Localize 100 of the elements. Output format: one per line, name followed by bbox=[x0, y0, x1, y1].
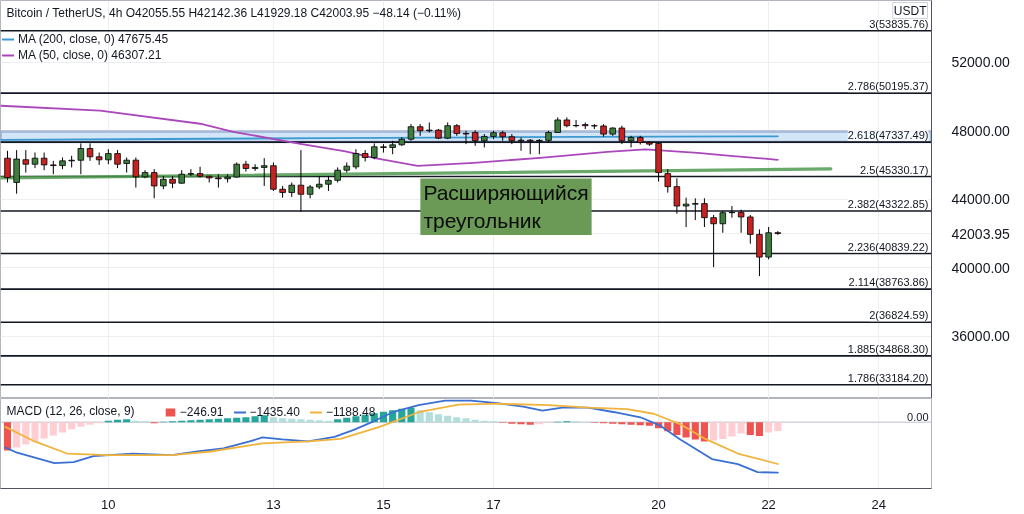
candlestick bbox=[737, 209, 745, 234]
ref-line-label: 2.5(45330.17) bbox=[860, 163, 929, 176]
candlestick bbox=[673, 177, 681, 215]
candlestick bbox=[728, 205, 736, 219]
bar bbox=[737, 422, 745, 434]
legend-label: MA (50, close, 0) 46307.21 bbox=[18, 48, 162, 62]
legend-label: −1435.40 bbox=[249, 405, 300, 419]
annotation: Расширяющийся треугольник bbox=[423, 181, 589, 233]
bar bbox=[315, 420, 323, 423]
ref-line-label: 2.618(47337.49) bbox=[847, 129, 929, 142]
bar bbox=[40, 422, 48, 439]
candlestick bbox=[692, 197, 699, 221]
bar bbox=[58, 422, 67, 433]
ref-line-label: 2(36824.59) bbox=[869, 309, 929, 322]
chart-title: Bitcoin / TetherUS, 4h O42055.55 H42142.36 L41929.18 C42003.95 −48.14 (−0.11%) bbox=[6, 5, 462, 20]
candlestick bbox=[77, 142, 85, 175]
candlestick bbox=[462, 130, 470, 145]
bar bbox=[425, 412, 433, 423]
candlestick bbox=[40, 152, 48, 171]
bar bbox=[279, 418, 287, 423]
x-tick-label: 13 bbox=[266, 496, 281, 512]
candlestick bbox=[352, 148, 360, 170]
ref-line-label: 1.786(33184.20) bbox=[847, 371, 929, 384]
x-tick-label: 17 bbox=[486, 496, 501, 512]
candlestick bbox=[31, 152, 39, 169]
candlestick bbox=[13, 149, 20, 195]
legend-label: MA (200, close, 0) 47675.45 bbox=[18, 32, 169, 46]
ref-line-label: 0.00 bbox=[907, 411, 929, 424]
candlestick bbox=[361, 149, 369, 163]
candlestick bbox=[4, 150, 11, 184]
bar bbox=[77, 422, 85, 427]
bar bbox=[719, 422, 727, 439]
candlestick bbox=[215, 173, 222, 189]
bar bbox=[297, 419, 305, 423]
bar bbox=[68, 422, 76, 430]
ref-line-label: 2.786(50195.37) bbox=[847, 80, 929, 93]
candlestick bbox=[701, 197, 708, 228]
bar bbox=[205, 419, 213, 423]
x-tick-label: 24 bbox=[871, 496, 886, 512]
ref-line-label: 2.114(38763.86) bbox=[848, 276, 929, 289]
y-tick-label: 44000.00 bbox=[951, 191, 1011, 208]
chart-title: MACD (12, 26, close, 9) bbox=[6, 403, 135, 418]
candlestick bbox=[242, 160, 250, 173]
candlestick bbox=[664, 168, 671, 194]
candlestick bbox=[627, 135, 635, 148]
bar bbox=[224, 418, 232, 423]
bar bbox=[352, 416, 360, 423]
candlestick bbox=[710, 214, 717, 268]
x-tick-label: 15 bbox=[376, 496, 391, 512]
bar bbox=[123, 419, 131, 423]
bar bbox=[187, 420, 195, 423]
bar bbox=[774, 422, 782, 431]
candlestick bbox=[86, 142, 94, 162]
candlestick bbox=[187, 168, 195, 177]
candlestick bbox=[150, 168, 158, 199]
bar bbox=[645, 422, 653, 426]
candlestick bbox=[747, 214, 754, 245]
candlestick bbox=[270, 161, 277, 192]
bar bbox=[269, 417, 277, 423]
candlestick bbox=[22, 149, 30, 174]
bar bbox=[765, 422, 773, 433]
candlestick bbox=[196, 166, 204, 179]
y-tick-label: 52000.00 bbox=[951, 54, 1011, 71]
candlestick bbox=[618, 125, 626, 145]
bar bbox=[49, 422, 57, 436]
ref-line-label: 2.236(40839.22) bbox=[847, 240, 929, 253]
bar bbox=[636, 422, 644, 426]
candlestick bbox=[261, 157, 268, 187]
y-tick-label: 40000.00 bbox=[951, 259, 1011, 276]
ref-line-label: 1.885(34868.30) bbox=[847, 342, 929, 355]
candlestick bbox=[756, 228, 763, 277]
bar bbox=[260, 415, 268, 423]
bar bbox=[242, 417, 250, 423]
ref-line-label: 2.382(43322.85) bbox=[847, 197, 929, 210]
candlestick bbox=[682, 197, 690, 228]
bar bbox=[535, 422, 543, 425]
candlestick bbox=[297, 149, 305, 213]
bar bbox=[251, 416, 259, 423]
bar bbox=[462, 418, 470, 423]
x-tick-label: 22 bbox=[761, 496, 776, 512]
legend-label: −1188.48 bbox=[325, 405, 376, 419]
candlestick bbox=[719, 210, 727, 234]
line-series bbox=[0, 104, 779, 167]
x-tick-label: 10 bbox=[101, 496, 116, 512]
candlestick bbox=[132, 157, 140, 189]
bar bbox=[755, 422, 763, 436]
bar bbox=[746, 422, 754, 435]
bar bbox=[618, 422, 626, 425]
legend-label: −246.91 bbox=[179, 405, 224, 419]
candlestick bbox=[251, 163, 259, 172]
bar bbox=[710, 422, 718, 441]
y-tick-label: 42003.95 bbox=[951, 225, 1011, 242]
x-tick-label: 20 bbox=[651, 496, 666, 512]
y-axis-title: USDT bbox=[893, 3, 928, 18]
bar bbox=[728, 422, 736, 437]
y-tick-label: 36000.00 bbox=[951, 328, 1011, 345]
ref-line-label: 3(53835.76) bbox=[869, 17, 929, 30]
y-tick-label: 48000.00 bbox=[951, 122, 1011, 139]
bar bbox=[434, 414, 443, 423]
bar bbox=[31, 422, 39, 442]
